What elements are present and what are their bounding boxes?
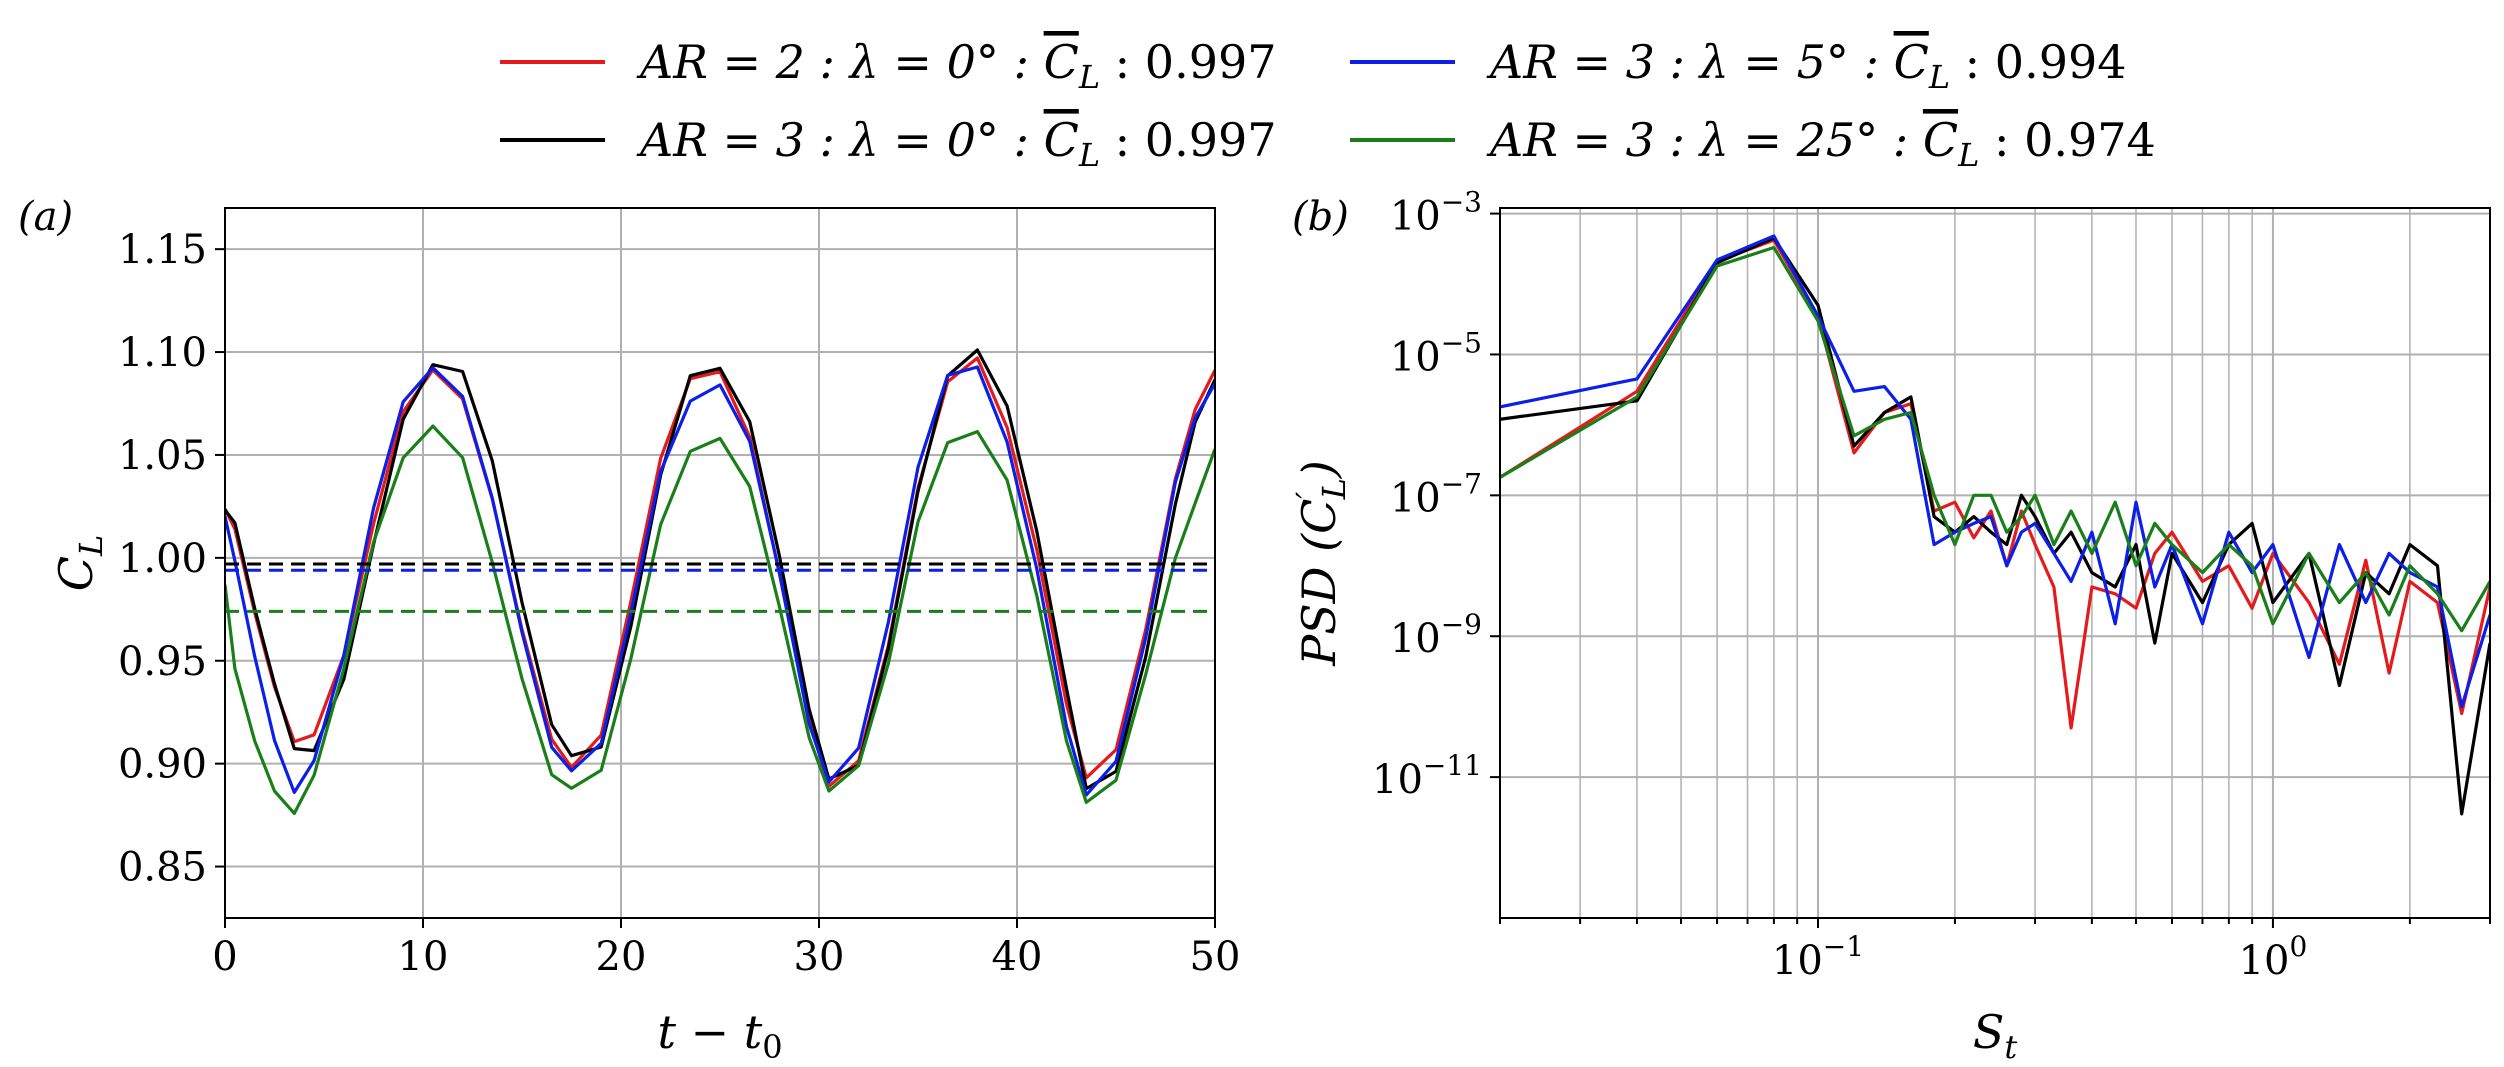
y-tick-label: 0.90 — [118, 742, 207, 788]
axes-frame — [1499, 207, 2491, 919]
y-tick-label: 0.85 — [118, 845, 207, 891]
panel-a-cl-time-series: 0 10 20 30 40 50 0.85 0.90 0.95 1.00 1.05 1.10 1.15 (… — [18, 194, 1240, 1066]
panel-b-psd-spectrum: 10−1 100 10−11 10−9 10−7 10−5 10−3 (b) St PSD (C′… — [1289, 186, 2491, 1066]
legend-entry: AR = 3 : λ = 25° : CL : 0.974 — [1350, 113, 2156, 174]
series-line — [1500, 234, 2490, 709]
y-tick-label: 10−7 — [1390, 467, 1482, 521]
legend-label: AR = 2 : λ = 0° : CL : 0.997 — [636, 35, 1277, 96]
legend: AR = 2 : λ = 0° : CL : 0.997 AR = 3 : λ =… — [500, 35, 2156, 174]
series-line — [225, 365, 1215, 797]
y-tick-label: 10−5 — [1390, 326, 1482, 380]
legend-entry: AR = 3 : λ = 5° : CL : 0.994 — [1350, 35, 2127, 96]
x-tick-label: 10 — [398, 934, 449, 980]
y-tick-label: 1.10 — [118, 330, 207, 376]
legend-label: AR = 3 : λ = 0° : CL : 0.997 — [636, 113, 1277, 174]
y-tick-label: 10−11 — [1372, 749, 1482, 803]
x-tick-label: 40 — [992, 934, 1043, 980]
x-tick-label: 0 — [212, 934, 237, 980]
y-axis-label: CL — [49, 535, 110, 591]
series-group — [225, 348, 1215, 816]
x-tick-label: 10−1 — [1772, 930, 1864, 984]
legend-entry: AR = 3 : λ = 0° : CL : 0.997 — [500, 113, 1277, 174]
x-axis-label: t − t0 — [657, 1005, 782, 1066]
series-line — [1500, 238, 2490, 730]
series-line — [225, 424, 1215, 816]
x-tick-label: 20 — [596, 934, 647, 980]
x-tick-label: 100 — [2239, 930, 2308, 984]
y-axis-label: PSD (C′L) — [1289, 460, 1353, 667]
x-axis-label: St — [1973, 1005, 2018, 1066]
panel-label-a: (a) — [18, 194, 73, 240]
axes-frame — [224, 207, 1216, 919]
series-line — [1500, 245, 2490, 633]
x-tick-label: 50 — [1190, 934, 1241, 980]
legend-label: AR = 3 : λ = 25° : CL : 0.974 — [1486, 113, 2156, 174]
legend-label: AR = 3 : λ = 5° : CL : 0.994 — [1486, 35, 2127, 96]
legend-entry: AR = 2 : λ = 0° : CL : 0.997 — [500, 35, 1277, 96]
y-tick-label: 10−3 — [1390, 186, 1482, 240]
y-tick-label: 1.00 — [118, 536, 207, 582]
series-line — [225, 348, 1215, 791]
series-group — [1500, 234, 2490, 816]
y-tick-label: 1.15 — [118, 227, 207, 273]
y-tick-label: 1.05 — [118, 433, 207, 479]
x-tick-label: 30 — [794, 934, 845, 980]
y-tick-label: 10−9 — [1390, 608, 1482, 662]
y-tick-label: 0.95 — [118, 639, 207, 685]
panel-label-b: (b) — [1292, 194, 1349, 240]
